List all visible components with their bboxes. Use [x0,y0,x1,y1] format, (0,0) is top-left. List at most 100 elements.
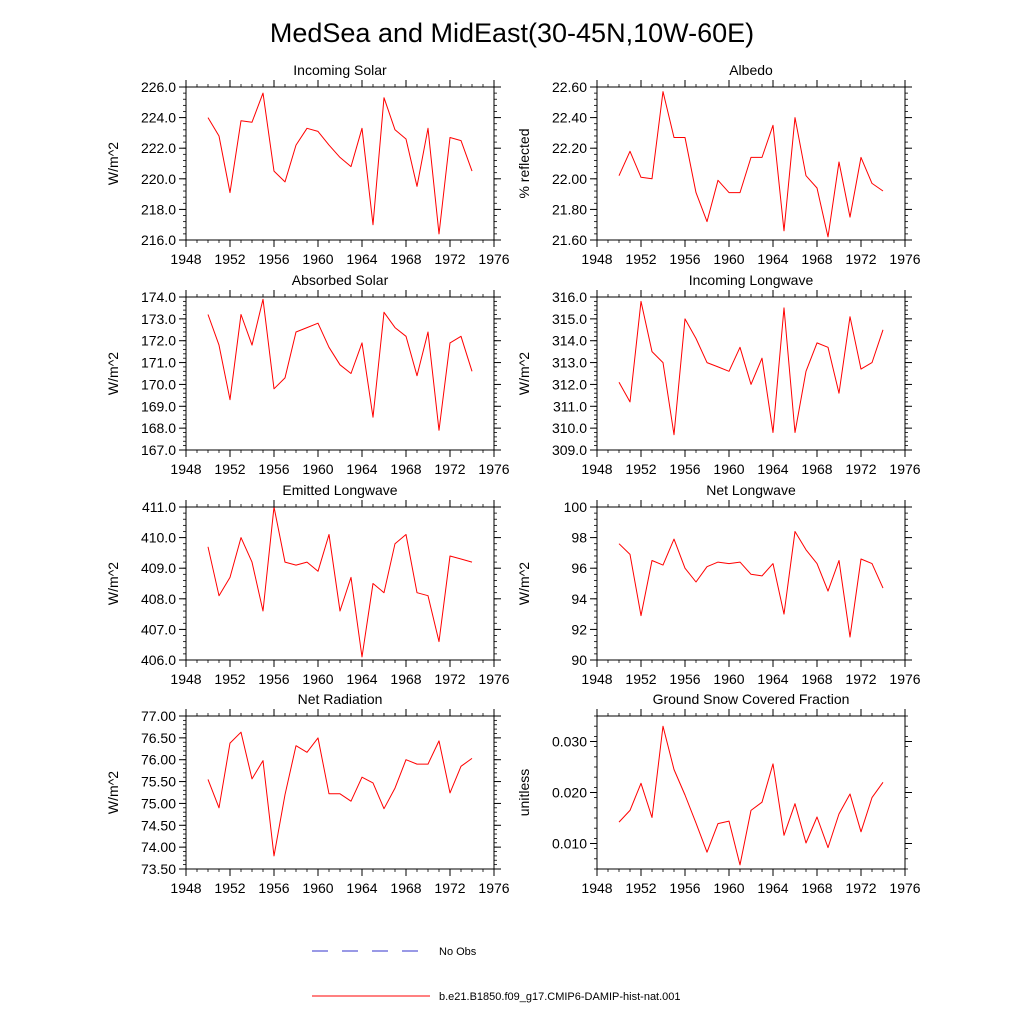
panel-1: Incoming Solar 1948 1952 1956 1960 1964 1968 19… [105,62,510,267]
legend: No Obs b.e21.B1850.f09_g17.CMIP6-DAMIP-h… [312,946,681,1003]
x-tick-label: 1960 [713,461,744,477]
legend-model-label: b.e21.B1850.f09_g17.CMIP6-DAMIP-hist-nat… [439,991,681,1003]
y-tick-label: 21.80 [552,201,587,217]
y-tick-label: 312.0 [552,376,587,392]
x-tick-label: 1972 [845,251,876,267]
y-tick-label: 410.0 [141,530,176,546]
x-tick-label: 1948 [170,671,201,687]
series-line [207,506,473,658]
x-tick-label: 1972 [434,461,465,477]
y-tick-label: 98 [571,530,587,546]
y-tick-label: 77.00 [141,708,176,724]
x-tick-label: 1952 [214,461,245,477]
panel-6: Net Longwave 1948 1952 1956 1960 1964 1968 1972… [516,482,921,687]
main-title: MedSea and MidEast(30-45N,10W-60E) [270,18,754,48]
panel-2: Albedo 1948 1952 1956 1960 1964 1968 1972 1976 21… [516,62,921,267]
y-tick-label: 167.0 [141,442,176,458]
y-tick-label: 22.40 [552,110,587,126]
y-tick-label: 21.60 [552,232,587,248]
y-axis-label: unitless [516,769,532,816]
x-tick-label: 1972 [434,251,465,267]
x-tick-label: 1952 [625,880,656,896]
x-tick-label: 1968 [390,880,421,896]
x-tick-label: 1968 [801,461,832,477]
x-tick-label: 1976 [889,251,920,267]
plot-frame [596,715,906,870]
x-tick-label: 1952 [214,880,245,896]
x-tick-label: 1964 [346,251,377,267]
x-tick-label: 1972 [434,880,465,896]
panel-title: Emitted Longwave [282,482,397,498]
y-tick-label: 218.0 [141,201,176,217]
plot-frame [185,86,495,241]
y-tick-label: 409.0 [141,560,176,576]
y-tick-label: 22.00 [552,171,587,187]
x-tick-label: 1972 [845,671,876,687]
x-tick-label: 1960 [713,671,744,687]
y-tick-label: 411.0 [142,499,176,515]
x-tick-label: 1968 [390,671,421,687]
x-tick-label: 1952 [214,671,245,687]
y-tick-label: 170.0 [141,376,176,392]
y-tick-label: 222.0 [141,140,176,156]
x-tick-label: 1956 [258,251,289,267]
y-tick-label: 173.0 [141,311,176,327]
plot-frame [596,506,906,661]
y-tick-label: 22.20 [552,140,587,156]
y-tick-label: 226.0 [141,79,176,95]
x-tick-label: 1960 [302,671,333,687]
x-tick-label: 1956 [258,671,289,687]
x-tick-label: 1964 [346,461,377,477]
x-tick-label: 1964 [757,461,788,477]
x-tick-label: 1976 [889,461,920,477]
panel-8: Ground Snow Covered Fraction 1948 1952 1956… [516,691,921,896]
x-tick-label: 1956 [669,461,700,477]
y-tick-label: 96 [571,560,587,576]
x-tick-label: 1968 [801,671,832,687]
x-tick-label: 1948 [581,251,612,267]
plot-frame [596,296,906,451]
plot-frame [185,715,495,870]
x-tick-label: 1952 [625,461,656,477]
panel-title: Albedo [729,62,773,78]
panel-title: Ground Snow Covered Fraction [653,691,850,707]
y-tick-label: 408.0 [141,591,176,607]
x-tick-label: 1976 [478,671,509,687]
y-tick-label: 311.0 [553,398,587,414]
panel-title: Net Radiation [298,691,383,707]
y-tick-label: 76.00 [141,752,176,768]
y-tick-label: 168.0 [141,420,176,436]
y-tick-label: 171.0 [141,355,176,371]
y-tick-label: 74.00 [141,839,176,855]
panel-title: Incoming Longwave [689,272,814,288]
x-tick-label: 1964 [757,880,788,896]
panel-7: Net Radiation 1948 1952 1956 1960 1964 1968 197… [105,691,510,896]
y-tick-label: 310.0 [552,420,587,436]
y-axis-label: W/m^2 [516,352,532,395]
y-tick-label: 92 [571,621,587,637]
y-tick-label: 75.00 [141,795,176,811]
y-tick-label: 309.0 [552,442,587,458]
y-tick-label: 314.0 [552,333,587,349]
panel-title: Absorbed Solar [292,272,389,288]
y-axis-label: W/m^2 [105,142,121,185]
y-tick-label: 316.0 [552,289,587,305]
x-tick-label: 1968 [390,461,421,477]
series-line [207,92,473,235]
y-axis-label: W/m^2 [105,352,121,395]
x-tick-label: 1976 [478,461,509,477]
y-tick-label: 73.50 [141,861,176,877]
x-tick-label: 1960 [302,461,333,477]
y-tick-label: 0.030 [552,734,587,750]
y-tick-label: 315.0 [552,311,587,327]
y-tick-label: 0.020 [552,785,587,801]
panels: Incoming Solar 1948 1952 1956 1960 1964 1968 19… [105,62,921,896]
x-tick-label: 1952 [214,251,245,267]
panel-title: Net Longwave [706,482,796,498]
x-tick-label: 1964 [346,880,377,896]
y-tick-label: 406.0 [141,652,176,668]
x-tick-label: 1964 [346,671,377,687]
series-line [618,300,884,436]
plot-frame [185,296,495,451]
